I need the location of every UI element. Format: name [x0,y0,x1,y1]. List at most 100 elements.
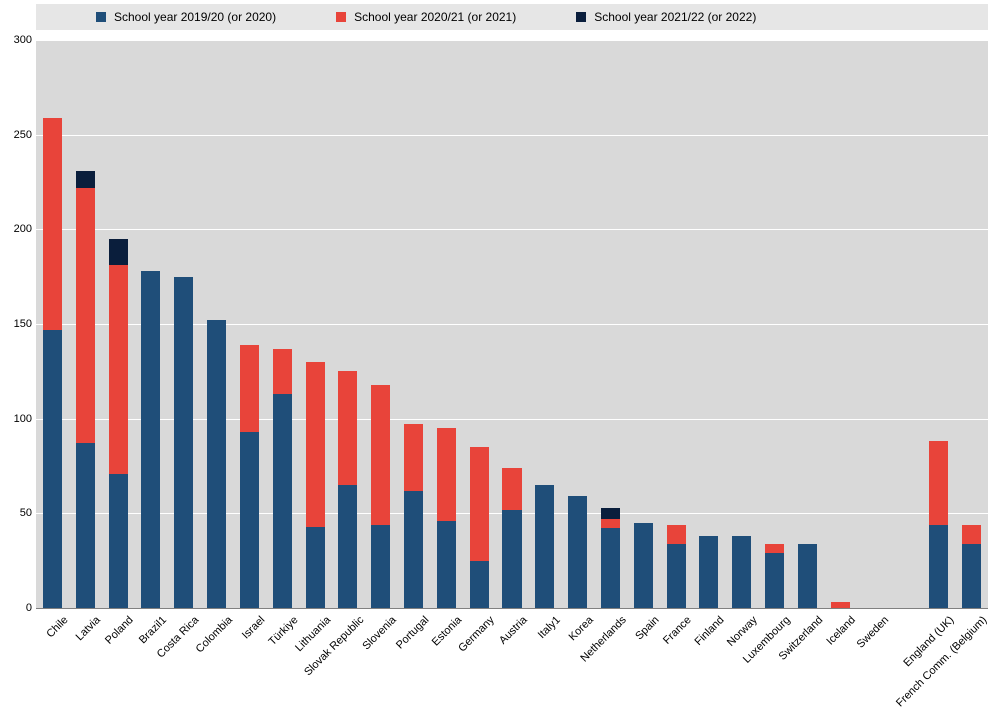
bar-stack [929,441,948,608]
category-slot: Slovenia [364,40,397,608]
category-slot: Italy1 [528,40,561,608]
category-slot: Austria [496,40,529,608]
bar-segment-y2020 [765,544,784,553]
category-slot: Finland [693,40,726,608]
bar-segment-y2020 [76,188,95,444]
bar-segment-y2019 [437,521,456,608]
x-tick-label: Finland [693,614,727,648]
y-tick-label: 300 [2,34,32,46]
legend-swatch-2021 [576,12,586,22]
bar-segment-y2019 [798,544,817,608]
x-tick-label: Iceland [825,614,859,648]
category-slot: Türkiye [266,40,299,608]
bar-segment-y2020 [502,468,521,510]
legend-label-2019: School year 2019/20 (or 2020) [114,10,276,24]
x-axis-line [36,608,988,609]
category-slot: Chile [36,40,69,608]
category-slot: Poland [102,40,135,608]
x-tick-label: Latvia [74,614,103,643]
bar-segment-y2020 [667,525,686,544]
bar-stack [141,271,160,608]
y-tick-label: 50 [2,507,32,519]
legend: School year 2019/20 (or 2020) School yea… [36,4,988,30]
bar-segment-y2021 [109,239,128,266]
bar-segment-y2020 [437,428,456,521]
category-slot: French Comm. (Belgium) [955,40,988,608]
legend-swatch-2019 [96,12,106,22]
bar-segment-y2019 [470,561,489,608]
bar-segment-y2021 [601,508,620,519]
bar-stack [667,525,686,608]
bar-segment-y2019 [240,432,259,608]
bar-stack [109,239,128,608]
bar-segment-y2021 [76,171,95,188]
plot-area: ChileLatviaPolandBrazil1Costa RicaColomb… [36,40,988,608]
bar-segment-y2019 [141,271,160,608]
category-slot: Korea [561,40,594,608]
bar-segment-y2019 [174,277,193,608]
x-tick-label: Sweden [855,614,892,651]
category-slot: Portugal [397,40,430,608]
bar-stack [502,468,521,608]
legend-label-2021: School year 2021/22 (or 2022) [594,10,756,24]
x-tick-label: Italy1 [536,614,563,641]
bar-stack [43,118,62,608]
bar-segment-y2019 [929,525,948,608]
x-tick-label: Spain [633,614,661,642]
y-tick-label: 100 [2,413,32,425]
bar-segment-y2020 [601,519,620,528]
bar-stack [765,544,784,608]
bar-stack [732,536,751,608]
bar-segment-y2019 [404,491,423,608]
category-slot: Norway [725,40,758,608]
y-tick-label: 0 [2,602,32,614]
bar-segment-y2019 [502,510,521,608]
category-slot: Latvia [69,40,102,608]
bar-segment-y2019 [962,544,981,608]
bar-segment-y2020 [43,118,62,330]
bar-segment-y2020 [470,447,489,561]
legend-item-2020: School year 2020/21 (or 2021) [336,10,516,24]
bar-stack [535,485,554,608]
bar-segment-y2019 [535,485,554,608]
x-tick-label: Slovenia [360,614,398,652]
bar-segment-y2019 [371,525,390,608]
bar-stack [76,171,95,608]
legend-label-2020: School year 2020/21 (or 2021) [354,10,516,24]
legend-swatch-2020 [336,12,346,22]
bar-segment-y2019 [568,496,587,608]
bar-stack [404,424,423,608]
bar-stack [338,371,357,608]
bar-segment-y2019 [667,544,686,608]
category-slot: Estonia [430,40,463,608]
bars-container: ChileLatviaPolandBrazil1Costa RicaColomb… [36,40,988,608]
bar-segment-y2019 [732,536,751,608]
category-slot: Brazil1 [134,40,167,608]
category-slot: Costa Rica [167,40,200,608]
bar-stack [273,349,292,608]
bar-segment-y2020 [404,424,423,490]
x-tick-label: Korea [566,614,595,643]
category-slot: Slovak Republic [331,40,364,608]
x-tick-label: Poland [103,614,136,647]
category-slot: Israel [233,40,266,608]
bar-segment-y2019 [306,527,325,608]
category-slot: Colombia [200,40,233,608]
category-slot: Netherlands [594,40,627,608]
x-tick-label: Portugal [394,614,431,651]
bar-segment-y2019 [634,523,653,608]
bar-stack [174,277,193,608]
bar-segment-y2019 [699,536,718,608]
bar-stack [699,536,718,608]
bar-stack [371,385,390,608]
category-slot: Luxembourg [758,40,791,608]
category-slot: Sweden [857,40,890,608]
bar-stack [634,523,653,608]
category-slot: Switzerland [791,40,824,608]
bar-segment-y2020 [371,385,390,525]
x-tick-label: France [661,614,694,647]
bar-segment-y2020 [109,265,128,473]
legend-item-2019: School year 2019/20 (or 2020) [96,10,276,24]
bar-stack [240,345,259,608]
bar-stack [798,544,817,608]
